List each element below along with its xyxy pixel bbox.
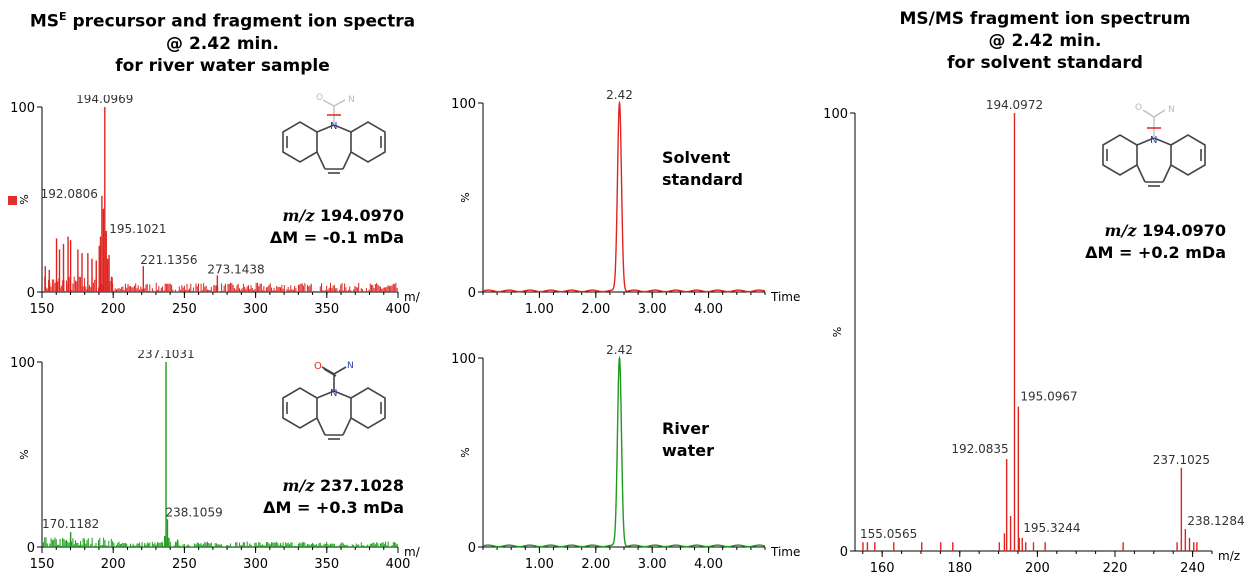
y-axis-label: % — [459, 447, 472, 457]
peak-label: 237.1031 — [137, 350, 194, 361]
chromatogram-trace — [482, 355, 766, 548]
x-tick-label: 180 — [947, 561, 972, 576]
x-tick-label: 200 — [101, 302, 126, 317]
p3-label: Solvent standard — [662, 148, 743, 189]
y-tick-label: 0 — [27, 286, 35, 301]
molecule-structure-precursor-237: O N N — [282, 361, 386, 440]
x-tick-label: 300 — [243, 557, 268, 572]
peak-label: 2.42 — [606, 88, 633, 102]
peak-label: 238.1059 — [165, 505, 222, 519]
peak-label: 194.0969 — [76, 95, 133, 106]
left-title: MSE precursor and fragment ion spectra @… — [0, 6, 445, 77]
y-axis-label: % — [831, 327, 844, 337]
right-title-line2: @ 2.42 min. — [988, 31, 1102, 51]
x-tick-label: 1.00 — [525, 557, 554, 572]
right-title: MS/MS fragment ion spectrum @ 2.42 min. … — [855, 8, 1235, 74]
x-tick-label: 350 — [314, 557, 339, 572]
right-title-line3: for solvent standard — [947, 53, 1143, 73]
left-title-line2: @ 2.42 min. — [166, 33, 279, 54]
solvent-chromatogram: 0 100% 1.00 2.00 3.00 4.00 Time 2.42 — [451, 88, 800, 317]
p1-annotation: m/z 194.0970 ΔM = -0.1 mDa — [269, 206, 404, 247]
peak-label: 170.1182 — [42, 517, 99, 531]
peak-label: 155.0565 — [860, 527, 917, 541]
peak-label: 195.3244 — [1023, 521, 1080, 535]
y-tick-label: 0 — [468, 286, 476, 301]
left-title-line3: for river water sample — [115, 55, 330, 76]
x-axis-label: m/z — [1218, 549, 1240, 563]
svg-text:N: N — [330, 121, 337, 132]
x-axis-label: m/z — [404, 545, 420, 559]
x-tick-label: 3.00 — [638, 557, 667, 572]
y-tick-label: 0 — [27, 541, 35, 556]
peak-label: 2.42 — [606, 343, 633, 357]
molecule-structure-fragment-194-msms: O N N — [1102, 103, 1206, 187]
x-tick-label: 250 — [172, 557, 197, 572]
svg-text:N: N — [347, 361, 354, 371]
x-tick-label: 150 — [30, 302, 55, 317]
y-tick-label: 100 — [451, 352, 476, 367]
chromatogram-trace — [482, 100, 766, 293]
x-tick-label: 200 — [101, 557, 126, 572]
y-tick-label: 0 — [840, 545, 848, 560]
x-tick-label: 200 — [1025, 561, 1050, 576]
x-tick-label: 2.00 — [581, 557, 610, 572]
x-tick-label: 400 — [386, 557, 411, 572]
svg-text:O: O — [314, 361, 322, 372]
x-tick-label: 3.00 — [638, 302, 667, 317]
legend-marker — [8, 196, 17, 205]
x-tick-label: 220 — [1103, 561, 1128, 576]
peak-label: 238.1284 — [1187, 514, 1244, 528]
left-title-line1: MSE precursor and fragment ion spectra — [29, 10, 416, 32]
molecule-structure-fragment-194: O N N — [282, 93, 386, 174]
p5-annotation: m/z 194.0970 ΔM = +0.2 mDa — [1085, 221, 1226, 262]
y-tick-label: 100 — [451, 97, 476, 112]
right-title-line1: MS/MS fragment ion spectrum — [899, 9, 1191, 29]
svg-text:N: N — [348, 95, 355, 105]
p2-annotation: m/z 237.1028 ΔM = +0.3 mDa — [263, 476, 404, 517]
peak-label: 192.0835 — [951, 442, 1008, 456]
svg-text:N: N — [330, 388, 337, 399]
x-tick-label: 160 — [870, 561, 895, 576]
river-chromatogram: 0 100% 1.00 2.00 3.00 4.00 Time 2.42 — [451, 343, 800, 572]
peak-label: 192.0806 — [41, 187, 98, 201]
x-axis-label: Time — [770, 545, 800, 559]
y-tick-label: 0 — [468, 541, 476, 556]
peak-label: 195.1021 — [109, 222, 166, 236]
x-tick-label: 350 — [314, 302, 339, 317]
x-axis-label: m/z — [404, 290, 420, 304]
peak-label: 273.1438 — [207, 262, 264, 276]
svg-text:N: N — [1150, 135, 1157, 146]
x-tick-label: 250 — [172, 302, 197, 317]
x-tick-label: 400 — [386, 302, 411, 317]
y-axis-label: % — [18, 449, 31, 459]
msms-spectrum: 0 100% 160 180 200 220 240 m/z 194.0972 195.0967 1… — [823, 98, 1244, 576]
x-tick-label: 4.00 — [694, 557, 723, 572]
peak-label: 221.1356 — [140, 253, 197, 267]
x-tick-label: 240 — [1180, 561, 1205, 576]
x-tick-label: 4.00 — [694, 302, 723, 317]
svg-text:O: O — [316, 93, 323, 103]
p4-label: River water — [662, 419, 714, 460]
x-tick-label: 300 — [243, 302, 268, 317]
y-tick-label: 100 — [10, 356, 35, 371]
peak-label: 195.0967 — [1020, 389, 1077, 403]
y-axis-label: % — [18, 194, 31, 204]
x-tick-label: 150 — [30, 557, 55, 572]
peak-label: 194.0972 — [986, 98, 1043, 112]
svg-text:N: N — [1168, 105, 1175, 115]
x-tick-label: 2.00 — [581, 302, 610, 317]
y-axis-label: % — [459, 192, 472, 202]
x-axis-label: Time — [770, 290, 800, 304]
y-tick-label: 100 — [10, 101, 35, 116]
y-tick-label: 100 — [823, 107, 848, 122]
svg-text:O: O — [1135, 103, 1142, 113]
x-tick-label: 1.00 — [525, 302, 554, 317]
peak-label: 237.1025 — [1153, 453, 1210, 467]
